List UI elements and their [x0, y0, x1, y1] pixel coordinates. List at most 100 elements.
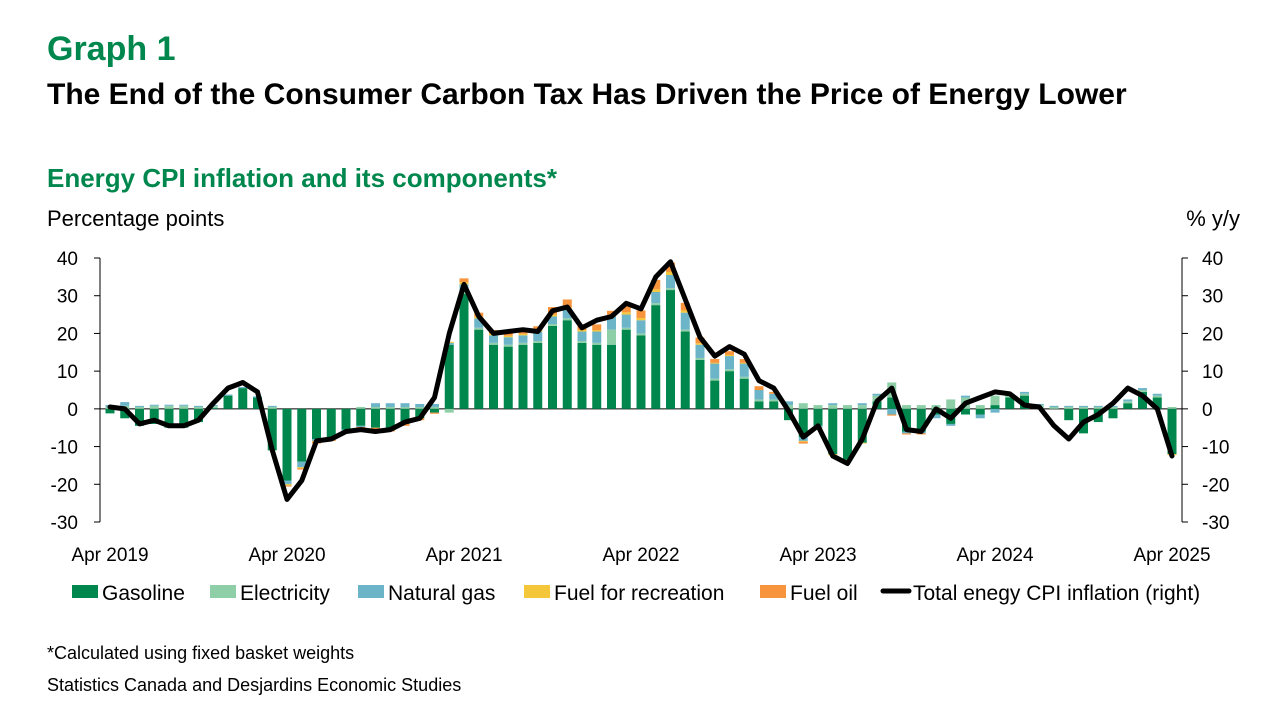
bar-electricity: [1108, 406, 1118, 409]
bar-natural-gas: [1123, 399, 1133, 402]
bar-gasoline: [135, 408, 144, 426]
bar-gasoline: [666, 290, 675, 409]
bar-fuel-oil: [282, 485, 292, 487]
legend-label: Fuel oil: [790, 582, 858, 605]
bar-gasoline: [754, 401, 764, 409]
bar-gasoline: [710, 380, 720, 409]
bar-gasoline: [444, 344, 454, 409]
y-tick-label-right: 0: [1202, 400, 1213, 421]
bar-gasoline: [1005, 397, 1015, 409]
bar-electricity: [754, 399, 764, 402]
y-tick-label-left: 10: [57, 362, 78, 383]
bar-electricity: [798, 403, 808, 409]
bar-natural-gas: [607, 316, 616, 330]
bar-natural-gas: [636, 320, 646, 334]
bar-fuel-oil: [430, 412, 439, 414]
chart-title: The End of the Consumer Carbon Tax Has D…: [47, 78, 1127, 111]
x-tick-label: Apr 2022: [602, 545, 679, 566]
bar-natural-gas: [1093, 405, 1103, 407]
bar-natural-gas: [946, 423, 956, 426]
bar-gasoline: [548, 325, 557, 409]
bar-fuel-for-recreation: [725, 354, 734, 357]
y-tick-label-right: -10: [1202, 438, 1229, 459]
bar-fuel-for-recreation: [297, 467, 307, 469]
bar-electricity: [149, 405, 159, 409]
bar-natural-gas: [1049, 405, 1059, 407]
bar-natural-gas: [739, 363, 749, 377]
bar-natural-gas: [577, 331, 587, 341]
bar-electricity: [489, 342, 498, 345]
bar-fuel-for-recreation: [503, 335, 513, 338]
y-tick-label-right: -30: [1202, 513, 1229, 534]
bar-natural-gas: [179, 404, 189, 406]
y-tick-label-left: -10: [51, 438, 78, 459]
bar-electricity: [1123, 401, 1133, 404]
chart-subtitle: Energy CPI inflation and its components*: [47, 163, 557, 193]
y-tick-label-left: 0: [67, 400, 78, 421]
bar-fuel-for-recreation: [798, 440, 808, 442]
bar-electricity: [194, 406, 203, 409]
bar-gasoline: [621, 329, 631, 409]
total-energy-cpi-line: [107, 259, 1175, 502]
y-tick-label-left: -20: [51, 475, 78, 496]
bar-electricity: [474, 327, 484, 330]
bar-natural-gas: [621, 314, 631, 328]
legend-item: Fuel for recreation: [524, 582, 724, 605]
bar-gasoline: [194, 408, 203, 423]
bar-electricity: [385, 406, 395, 409]
bar-natural-gas: [961, 395, 970, 398]
y-tick-label-left: 20: [57, 324, 78, 345]
bar-natural-gas: [518, 335, 528, 343]
bar-electricity: [577, 340, 587, 343]
y-tick-label-left: 40: [57, 249, 78, 270]
x-tick-label: Apr 2023: [779, 545, 856, 566]
bar-natural-gas: [725, 356, 734, 370]
bar-gasoline: [607, 344, 616, 409]
bar-natural-gas: [695, 344, 705, 358]
bar-fuel-for-recreation: [621, 312, 631, 315]
y-axis-label-right: % y/y: [1186, 206, 1240, 231]
bar-gasoline: [739, 378, 749, 409]
bar-electricity: [651, 303, 661, 306]
bar-electricity: [1167, 406, 1177, 409]
bar-fuel-oil: [769, 391, 779, 394]
bar-natural-gas: [828, 403, 838, 406]
bar-natural-gas: [267, 405, 277, 407]
bar-gasoline: [961, 408, 970, 415]
bar-natural-gas: [769, 393, 779, 400]
bar-fuel-for-recreation: [518, 333, 528, 336]
bar-fuel-oil: [710, 359, 720, 363]
bar-natural-gas: [1079, 405, 1088, 407]
bar-electricity: [769, 399, 779, 402]
bar-electricity: [680, 329, 690, 332]
bar-natural-gas: [503, 337, 513, 345]
bar-fuel-oil: [636, 310, 646, 318]
y-tick-label-right: 30: [1202, 287, 1223, 308]
bar-electricity: [975, 405, 985, 409]
legend-label: Total enegy CPI inflation (right): [913, 582, 1200, 605]
bar-natural-gas: [592, 331, 602, 343]
bar-electricity: [843, 405, 852, 409]
legend-label: Fuel for recreation: [554, 582, 724, 605]
bar-gasoline: [916, 408, 926, 432]
bar-fuel-oil: [592, 324, 602, 331]
bar-gasoline: [592, 344, 602, 409]
bar-fuel-oil: [798, 441, 808, 444]
bar-natural-gas: [1152, 393, 1162, 396]
bar-electricity: [710, 378, 720, 381]
bar-natural-gas: [754, 390, 764, 400]
x-tick-label: Apr 2019: [71, 545, 148, 566]
bar-natural-gas: [194, 405, 203, 407]
bar-gasoline: [518, 344, 528, 409]
bar-gasoline: [577, 342, 587, 409]
bar-natural-gas: [1138, 388, 1147, 390]
bar-gasoline: [990, 405, 1000, 409]
bar-natural-gas: [415, 403, 425, 407]
bar-gasoline: [223, 395, 233, 409]
bar-electricity: [636, 333, 646, 336]
bar-natural-gas: [223, 394, 233, 396]
bar-gasoline: [1064, 408, 1074, 421]
bar-fuel-for-recreation: [548, 314, 557, 317]
bar-natural-gas: [710, 363, 720, 379]
legend-label: Electricity: [240, 582, 330, 605]
